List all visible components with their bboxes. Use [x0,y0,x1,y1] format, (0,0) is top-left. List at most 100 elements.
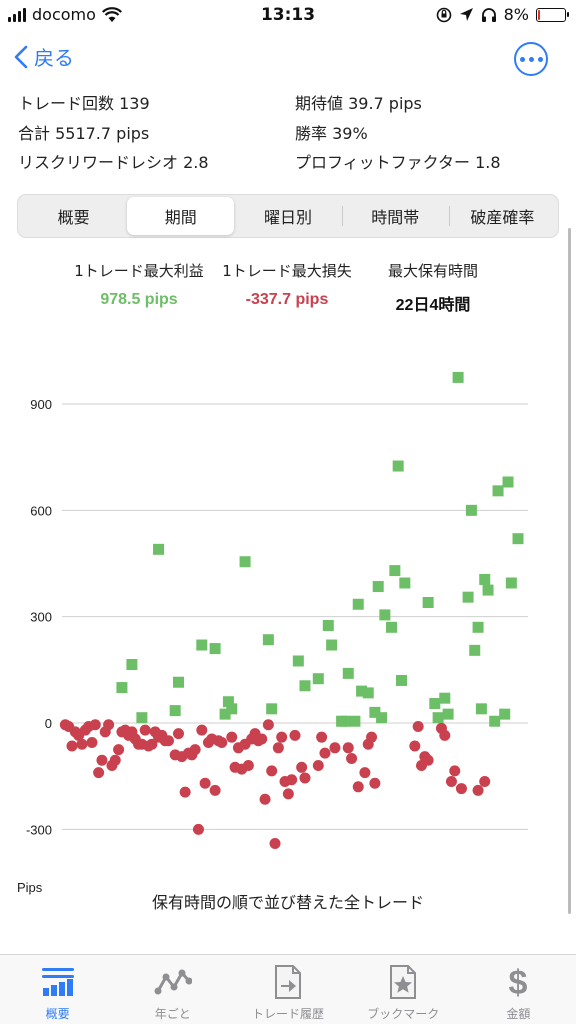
tab-trade-history[interactable]: トレード履歴 [230,955,345,1024]
profit-factor: プロフィットファクター 1.8 [295,153,501,172]
y-tick-label: -300 [26,822,52,837]
loss-point [259,793,271,805]
max-profit-value: 978.5 pips [100,291,178,308]
signal-icon [8,7,26,22]
loss-point [289,729,301,741]
loss-point [472,784,484,796]
profit-point [219,708,231,720]
y-tick-label: 0 [45,716,52,731]
tab-overview[interactable]: 概要 [0,955,115,1024]
profit-point [392,460,404,472]
max-profit-label: 1トレード最大利益 [74,262,204,280]
segment-label: 概要 [57,208,90,227]
profit-point [376,712,388,724]
more-dot-icon [519,56,525,62]
segment-label: 曜日別 [264,208,313,227]
status-bar: docomo 13:13 8% [0,0,576,30]
dollar-icon: $ [498,963,538,1001]
loss-point [256,733,268,745]
profit-point [153,543,165,555]
profit-point [469,644,481,656]
loss-point [262,719,274,731]
loss-point [86,736,98,748]
risk-reward-ratio: リスクリワードレシオ 2.8 [18,153,209,172]
loss-point [316,731,328,743]
loss-point [296,761,308,773]
profit-point [475,703,487,715]
segment-time-of-day[interactable]: 時間帯 [341,197,449,235]
max-hold-label: 最大保有時間 [387,262,478,280]
trade-count: トレード回数 139 [18,94,150,113]
profit-point [489,715,501,727]
scatter-chart: 900 600 300 0 -300 Pips 保有時間の順で並び替えた全トレード [0,350,576,950]
loss-point [93,767,105,779]
loss-point [342,742,354,754]
profit-point [239,556,251,568]
loss-point [422,754,434,766]
loss-point [76,738,88,750]
tab-bookmark[interactable]: ブックマーク [346,955,461,1024]
max-hold-block: 最大保有時間 22日4時間 [358,260,508,315]
win-rate: 勝率 39% [295,124,368,143]
tab-amount[interactable]: $ 金額 [461,955,576,1024]
segmented-control: 概要 期間 曜日別 時間帯 破産確率 [17,194,559,238]
loss-point [366,731,378,743]
loss-point [445,775,457,787]
profit-point [479,573,491,585]
segment-ruin-probability[interactable]: 破産確率 [448,197,556,235]
profit-point [339,715,351,727]
profit-point [342,667,354,679]
segment-divider [448,206,450,226]
chart-caption: 保有時間の順で並び替えた全トレード [151,893,424,912]
loss-point [412,721,424,733]
profit-point [226,703,238,715]
loss-point [199,777,211,789]
expected-value: 期待値 39.7 pips [295,94,422,113]
battery-icon [536,7,569,22]
profit-point [116,682,128,694]
tab-label: ブックマーク [367,1007,440,1021]
scroll-indicator [568,228,571,914]
profit-point [505,577,517,589]
profit-point [462,591,474,603]
tab-label: トレード履歴 [252,1007,325,1021]
profit-point [422,596,434,608]
tab-yearly[interactable]: 年ごと [115,955,230,1024]
segment-label: 時間帯 [371,208,420,227]
profit-point [322,620,334,632]
loss-point [329,742,341,754]
profit-point [389,565,401,577]
loss-point [449,765,461,777]
location-icon [459,8,473,21]
loss-point [173,728,184,740]
segment-overview[interactable]: 概要 [20,197,127,235]
total-pips: 合計 5517.7 pips [18,124,150,143]
loss-point [209,784,221,796]
max-hold-value: 22日4時間 [395,297,471,314]
loss-point [312,760,324,772]
back-button[interactable]: 戻る [14,42,74,71]
profit-point [349,715,361,727]
tab-label: 金額 [506,1007,531,1021]
loss-point [139,724,151,736]
profit-point [512,533,524,545]
loss-point [272,742,284,754]
loss-point [242,760,254,772]
loss-point [103,719,115,731]
loss-point [109,754,121,766]
loss-point [269,838,281,850]
segment-divider [341,206,343,226]
loss-point [359,767,371,779]
segment-weekday[interactable]: 曜日別 [234,197,341,235]
segment-period[interactable]: 期間 [127,197,235,235]
loss-point [146,738,158,750]
loss-point [455,783,467,795]
profit-point [439,692,451,704]
tab-bar: 概要 年ごと トレード履歴 [0,954,576,1024]
loss-point [226,731,238,743]
loss-point [346,752,358,764]
loss-point [352,781,364,793]
more-options-button[interactable] [514,42,548,76]
profit-point [452,371,464,383]
loss-point [479,775,491,787]
